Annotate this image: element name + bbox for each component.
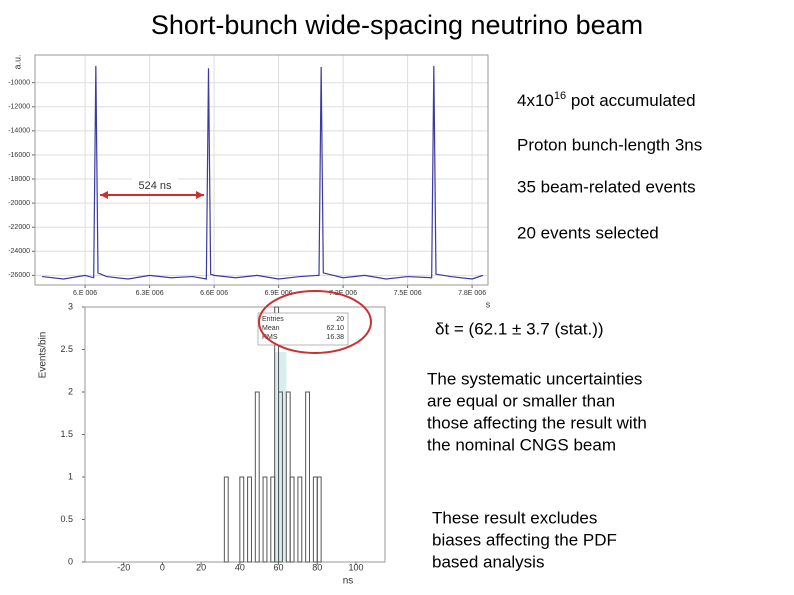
stats-label: RMS [262, 334, 278, 341]
histogram-chart: 0 0.5 1 1.5 2 2.5 3 -20 0 20 40 60 80 100 Events/bin ns… [38, 290, 386, 587]
bin [247, 476, 252, 563]
y-tick-label: -12000 [8, 104, 30, 111]
y-tick-label: 0.5 [60, 514, 73, 524]
annotation-bg [132, 178, 178, 192]
bin [312, 476, 318, 563]
y-tick-label: -14000 [8, 128, 30, 135]
y-tick-label: -20000 [8, 200, 30, 207]
highlight-ellipse [258, 290, 372, 354]
x-tick-label: 20 [196, 562, 206, 572]
x-tick-label: 6.3E 006 [136, 290, 164, 297]
pot-rest: pot accumulated [566, 91, 695, 110]
caveat-line: biases affecting the PDF [432, 530, 617, 549]
bin [262, 476, 268, 563]
x-tick-label: 60 [274, 562, 284, 572]
x-tick-label: 7.2E 006 [329, 290, 357, 297]
y-tick-label: 1.5 [60, 429, 73, 439]
x-tick-label: -20 [117, 562, 130, 572]
stats-box [257, 312, 349, 346]
trace-chart: -10000 -12000 -14000 -16000 -18000 -20000 -220… [8, 54, 491, 309]
systematics-line: the nominal CNGS beam [427, 435, 616, 454]
bin [285, 391, 291, 563]
bin [305, 391, 311, 563]
y-tick-label: 2.5 [60, 344, 73, 354]
trace [42, 65, 484, 280]
x-tick-label: 100 [348, 562, 363, 572]
x-axis-label: ns [343, 576, 354, 587]
annotation: 524 ns [138, 180, 172, 192]
pot-exponent: 16 [554, 90, 566, 102]
stats-value: 62.10 [326, 325, 344, 332]
systematics-line: The systematic uncertainties [427, 369, 642, 388]
y-tick-label: -16000 [8, 152, 30, 159]
y-tick-label: 1 [68, 471, 73, 481]
bullet: Proton bunch-length 3ns [517, 135, 702, 154]
bin [316, 476, 322, 563]
x-tick-label: 6.9E 006 [265, 290, 293, 297]
x-tick-label: 7.8E 006 [458, 290, 486, 297]
bin [270, 476, 276, 563]
bin [278, 391, 283, 563]
bin [254, 391, 260, 563]
plot-frame [34, 54, 489, 286]
highlight-band [274, 352, 287, 562]
caveat-line: These result excludes [432, 508, 597, 527]
x-axis-label: s [486, 299, 491, 309]
pot-base: 4x10 [517, 91, 554, 110]
y-tick-label: 0 [68, 556, 73, 566]
x-tick-label: 6.E 006 [73, 290, 97, 297]
systematics-line: are equal or smaller than [427, 391, 615, 410]
slide-title: Short-bunch wide-spacing neutrino beam [151, 10, 643, 40]
bin [289, 476, 295, 563]
stats-value: 20 [336, 316, 344, 323]
x-tick-label: 6.6E 006 [200, 290, 228, 297]
arrow-head [100, 191, 108, 199]
bin [223, 476, 229, 563]
arrow-head [196, 191, 204, 199]
y-tick-label: 3 [68, 301, 73, 311]
y-tick-label: -18000 [8, 176, 30, 183]
y-axis-label: a.u. [12, 54, 22, 69]
x-tick-label: 40 [235, 562, 245, 572]
plot-frame [84, 306, 386, 563]
bullet: 20 events selected [517, 223, 659, 242]
y-tick-label: -24000 [8, 248, 30, 255]
stats-label: Entries [262, 316, 284, 323]
bullet: 35 beam-related events [517, 177, 696, 196]
stats-value: 16.38 [326, 334, 344, 341]
stats-label: Mean [262, 325, 280, 332]
bin [239, 476, 245, 563]
x-tick-label: 0 [160, 562, 165, 572]
bin [297, 476, 303, 563]
caveat-line: based analysis [432, 552, 544, 571]
y-tick-label: -22000 [8, 224, 30, 231]
pot-note: 4x1016 pot accumulated [517, 90, 696, 111]
x-tick-label: 80 [312, 562, 322, 572]
y-tick-label: 2 [68, 386, 73, 396]
result: δt = (62.1 ± 3.7 (stat.)) [435, 319, 604, 338]
y-axis-label: Events/bin [38, 332, 49, 379]
x-tick-label: 7.5E 006 [394, 290, 422, 297]
y-tick-label: -10000 [8, 80, 30, 87]
y-tick-label: -26000 [8, 272, 30, 279]
systematics-line: those affecting the result with [427, 413, 647, 432]
